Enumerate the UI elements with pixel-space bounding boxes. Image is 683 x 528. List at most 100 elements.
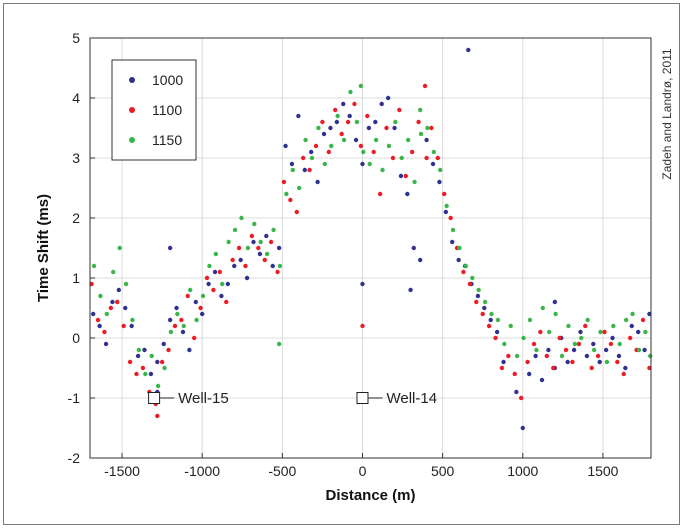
data-point-1100 xyxy=(416,119,421,125)
data-point-1100 xyxy=(377,191,383,197)
data-point-1100 xyxy=(640,317,646,323)
data-point-1100 xyxy=(627,335,633,341)
data-point-1000 xyxy=(302,167,307,173)
data-point-1100 xyxy=(191,335,197,341)
data-point-1000 xyxy=(142,347,147,353)
data-point-1150 xyxy=(386,143,392,149)
data-point-1100 xyxy=(486,323,492,329)
data-point-1100 xyxy=(390,155,396,161)
data-point-1150 xyxy=(450,227,456,233)
data-point-1100 xyxy=(499,365,505,371)
data-point-1150 xyxy=(341,137,347,143)
data-point-1150 xyxy=(418,131,424,137)
data-point-1100 xyxy=(493,335,498,341)
data-point-1000 xyxy=(187,347,192,353)
well-14-marker xyxy=(356,392,369,404)
data-point-1150 xyxy=(329,143,334,149)
data-point-1000 xyxy=(642,347,647,353)
data-point-1000 xyxy=(116,287,122,293)
data-point-1100 xyxy=(576,341,582,347)
data-point-1000 xyxy=(417,257,423,263)
data-point-1100 xyxy=(563,347,569,353)
data-point-1100 xyxy=(121,323,126,329)
data-point-1000 xyxy=(264,233,269,239)
data-point-1150 xyxy=(155,383,161,389)
legend-marker-1100 xyxy=(129,107,135,113)
x-tick-label: 500 xyxy=(431,463,455,479)
data-point-1100 xyxy=(256,245,261,251)
data-point-1000 xyxy=(244,275,250,281)
data-point-1150 xyxy=(547,329,552,335)
data-point-1000 xyxy=(232,263,237,269)
data-point-1100 xyxy=(429,125,434,131)
data-point-1100 xyxy=(371,149,376,155)
data-point-1100 xyxy=(281,179,287,185)
legend-label-1000: 1000 xyxy=(152,72,183,88)
data-point-1100 xyxy=(589,365,594,371)
x-tick-label: -1000 xyxy=(184,463,220,479)
data-point-1150 xyxy=(470,275,475,281)
data-point-1150 xyxy=(405,137,411,143)
legend-marker-1000 xyxy=(129,77,135,83)
data-point-1100 xyxy=(172,323,178,329)
data-point-1150 xyxy=(143,371,148,377)
data-point-1000 xyxy=(430,161,436,167)
data-point-1000 xyxy=(366,125,372,131)
data-point-1150 xyxy=(617,341,622,347)
data-point-1000 xyxy=(212,269,218,275)
data-point-1100 xyxy=(461,269,466,275)
data-point-1000 xyxy=(539,377,545,383)
data-point-1000 xyxy=(167,317,173,323)
data-point-1100 xyxy=(134,371,139,377)
data-point-1100 xyxy=(409,149,415,155)
data-point-1000 xyxy=(276,245,282,251)
data-point-1000 xyxy=(488,317,493,323)
data-point-1000 xyxy=(321,131,327,137)
data-point-1100 xyxy=(115,299,120,305)
data-point-1150 xyxy=(91,263,97,269)
data-point-1100 xyxy=(249,233,255,239)
data-point-1150 xyxy=(181,323,186,329)
x-axis-ticks: -1500 -1000 -500 0 500 1000 1500 xyxy=(104,453,619,479)
data-point-1100 xyxy=(360,323,365,329)
data-point-1150 xyxy=(335,113,340,119)
data-point-1000 xyxy=(341,101,346,107)
data-point-1000 xyxy=(591,341,596,347)
data-point-1150 xyxy=(98,293,103,299)
data-point-1000 xyxy=(360,281,365,287)
data-point-1100 xyxy=(230,257,235,263)
data-point-1100 xyxy=(608,341,614,347)
data-point-1000 xyxy=(647,311,652,317)
data-point-1000 xyxy=(373,119,378,125)
data-point-1000 xyxy=(296,113,301,119)
data-point-1100 xyxy=(243,263,248,269)
data-point-1100 xyxy=(358,143,364,149)
x-axis-label: Distance (m) xyxy=(325,487,415,504)
data-point-1100 xyxy=(236,245,242,251)
y-tick-label: 3 xyxy=(72,150,80,166)
y-tick-label: 0 xyxy=(72,330,80,346)
data-point-1000 xyxy=(533,353,538,359)
data-point-1000 xyxy=(571,347,577,353)
data-point-1000 xyxy=(610,335,615,341)
data-point-1000 xyxy=(603,347,609,353)
data-point-1100 xyxy=(512,371,517,377)
scatter-chart: -1500 -1000 -500 0 500 1000 1500 -2 -1 0 1 2 3 4 5 Di… xyxy=(35,30,674,504)
data-point-1100 xyxy=(326,149,332,155)
data-point-1150 xyxy=(604,359,610,365)
well-annotations: Well-15 Well-14 xyxy=(148,390,437,407)
data-point-1000 xyxy=(110,299,115,305)
data-point-1100 xyxy=(647,365,652,371)
data-point-1150 xyxy=(149,353,154,359)
data-point-1150 xyxy=(367,161,372,167)
data-point-1150 xyxy=(303,137,308,143)
legend: 1000 1100 1150 xyxy=(111,59,197,161)
data-point-1150 xyxy=(226,239,231,245)
data-point-1150 xyxy=(553,311,558,317)
data-point-1150 xyxy=(508,323,513,329)
data-point-1000 xyxy=(629,323,634,329)
data-point-1000 xyxy=(514,389,519,395)
data-point-1150 xyxy=(322,161,328,167)
x-tick-label: 0 xyxy=(359,463,367,479)
data-point-1000 xyxy=(597,359,602,365)
